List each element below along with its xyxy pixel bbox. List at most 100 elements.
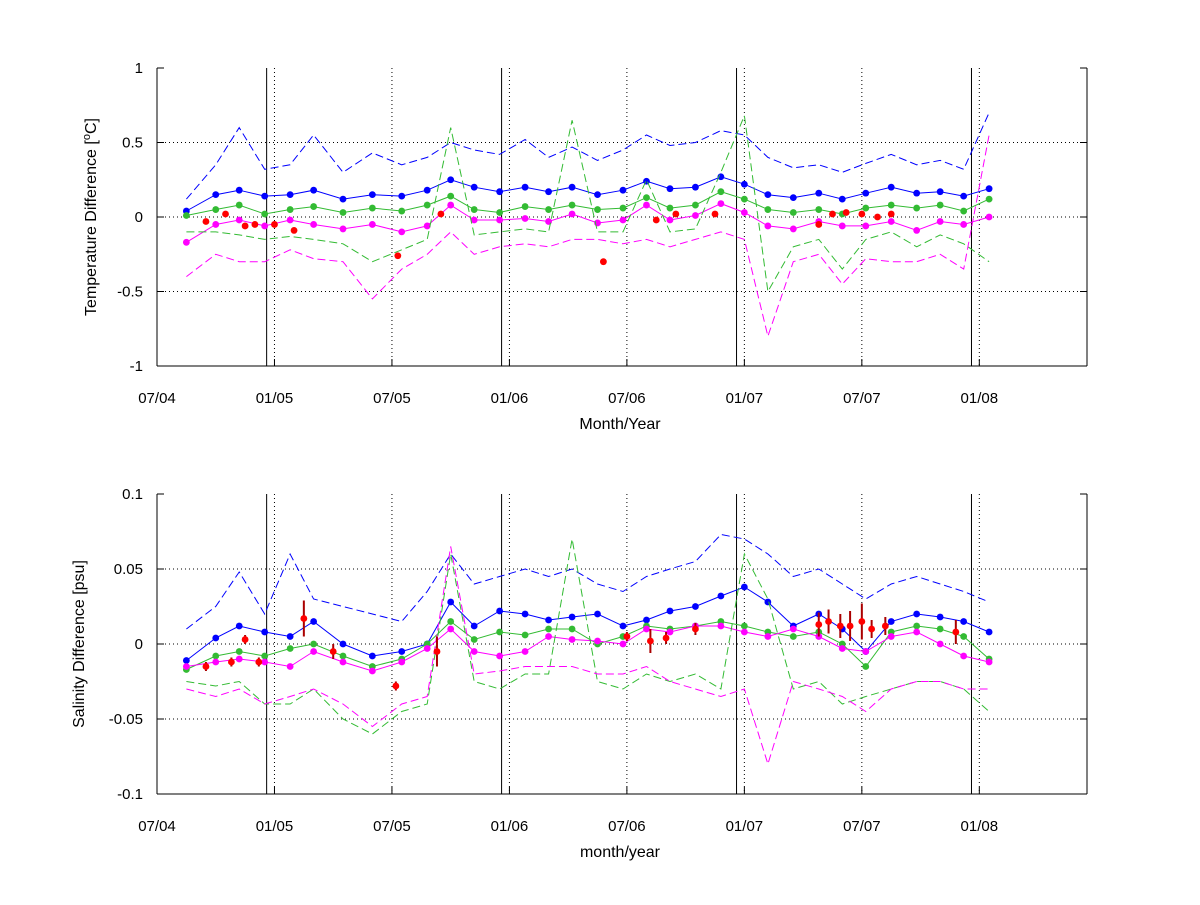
temperature-series-5 bbox=[186, 134, 990, 338]
temperature-data-point bbox=[842, 209, 850, 216]
temperature-data-point bbox=[398, 207, 406, 215]
temperature-data-point bbox=[789, 209, 797, 216]
salinity-data-point bbox=[789, 625, 797, 633]
salinity-data-point bbox=[398, 658, 406, 666]
salinity-data-point bbox=[936, 640, 944, 648]
salinity-y-tick-label: -0.1 bbox=[117, 786, 143, 803]
salinity-data-point bbox=[286, 645, 294, 652]
temperature-data-point bbox=[470, 206, 478, 213]
temperature-data-point bbox=[858, 210, 866, 218]
temperature-data-point bbox=[310, 221, 318, 228]
temperature-data-point bbox=[643, 194, 650, 202]
salinity-data-point bbox=[300, 615, 308, 622]
salinity-data-point bbox=[623, 633, 631, 640]
temperature-data-point bbox=[815, 221, 823, 228]
temperature-data-point bbox=[887, 218, 895, 225]
temperature-data-point bbox=[887, 210, 895, 218]
salinity-x-tick-label: 01/07 bbox=[726, 818, 764, 835]
temperature-data-point bbox=[521, 215, 529, 222]
salinity-data-point bbox=[913, 622, 921, 630]
temperature-data-point bbox=[437, 210, 445, 218]
salinity-y-tick-label: 0 bbox=[135, 636, 143, 653]
salinity-data-point bbox=[594, 637, 601, 645]
salinity-data-point bbox=[619, 622, 627, 630]
temperature-data-point bbox=[496, 216, 504, 224]
temperature-data-point bbox=[235, 201, 243, 209]
salinity-data-point bbox=[433, 648, 441, 655]
salinity-data-point bbox=[846, 622, 854, 630]
temperature-data-point bbox=[212, 191, 220, 199]
temperature-data-point bbox=[740, 209, 748, 216]
salinity-data-point bbox=[868, 625, 876, 633]
salinity-data-point bbox=[228, 658, 235, 666]
salinity-data-point bbox=[692, 625, 699, 633]
temperature-data-point bbox=[271, 221, 278, 228]
temperature-data-point bbox=[202, 218, 210, 225]
temperature-data-point bbox=[838, 195, 846, 203]
salinity-data-point bbox=[496, 607, 504, 615]
salinity-data-point bbox=[825, 618, 832, 625]
temperature-y-tick-label: 0 bbox=[135, 209, 143, 226]
salinity-y-tick-label: -0.05 bbox=[109, 711, 143, 728]
temperature-series-2 bbox=[182, 200, 993, 246]
salinity-data-point bbox=[740, 628, 748, 636]
temperature-data-point bbox=[862, 204, 870, 212]
temperature-data-point bbox=[286, 191, 294, 199]
temperature-data-point bbox=[182, 238, 190, 246]
salinity-data-point bbox=[568, 625, 576, 633]
temperature-x-tick-label: 01/06 bbox=[491, 390, 529, 407]
temperature-data-point bbox=[394, 252, 402, 260]
salinity-data-point bbox=[310, 640, 318, 648]
temperature-data-point bbox=[692, 201, 699, 209]
salinity-y-axis-label: Salinity Difference [psu] bbox=[71, 560, 88, 728]
temperature-data-point bbox=[261, 192, 269, 200]
salinity-data-point bbox=[339, 658, 347, 666]
salinity-data-point bbox=[255, 658, 263, 666]
salinity-data-point bbox=[740, 583, 748, 591]
temperature-data-point bbox=[764, 222, 772, 230]
salinity-data-point bbox=[545, 625, 552, 633]
temperature-data-point bbox=[568, 201, 576, 209]
temperature-data-point bbox=[643, 177, 650, 185]
temperature-y-tick-label: -1 bbox=[130, 358, 143, 375]
temperature-data-point bbox=[398, 192, 406, 200]
temperature-x-tick-label: 07/04 bbox=[138, 390, 176, 407]
temperature-data-point bbox=[310, 186, 318, 194]
temperature-y-tick-label: -0.5 bbox=[117, 284, 143, 301]
salinity-data-point bbox=[568, 613, 576, 621]
salinity-data-point bbox=[764, 598, 772, 606]
salinity-data-point bbox=[960, 652, 968, 660]
temperature-data-point bbox=[339, 195, 347, 203]
salinity-data-point bbox=[789, 633, 797, 640]
salinity-panel: Salinity Difference [psu] month/year 0.1… bbox=[71, 486, 1088, 861]
temperature-data-point bbox=[212, 206, 220, 213]
salinity-data-point bbox=[643, 616, 650, 624]
salinity-data-point bbox=[202, 663, 210, 670]
temperature-series-6 bbox=[202, 209, 895, 266]
salinity-data-point bbox=[936, 625, 944, 633]
temperature-data-point bbox=[447, 176, 455, 184]
salinity-x-tick-label: 07/07 bbox=[843, 818, 881, 835]
salinity-data-point bbox=[764, 633, 772, 640]
salinity-data-point bbox=[545, 616, 552, 624]
temperature-data-point bbox=[368, 204, 376, 212]
temperature-series-4 bbox=[186, 113, 990, 294]
temperature-data-point bbox=[290, 227, 298, 234]
temperature-data-point bbox=[251, 221, 259, 228]
temperature-series-line bbox=[186, 113, 990, 294]
temperature-data-point bbox=[496, 188, 504, 196]
salinity-data-point bbox=[496, 628, 504, 636]
temperature-data-point bbox=[985, 195, 993, 203]
salinity-data-point bbox=[960, 618, 968, 625]
temperature-data-point bbox=[286, 216, 294, 224]
temperature-data-point bbox=[470, 183, 478, 191]
temperature-data-point bbox=[666, 216, 674, 224]
temperature-x-tick-label: 07/06 bbox=[608, 390, 646, 407]
temperature-data-point bbox=[960, 221, 968, 228]
temperature-data-point bbox=[666, 204, 674, 212]
salinity-data-point bbox=[212, 634, 220, 642]
temperature-data-point bbox=[789, 194, 797, 202]
temperature-data-point bbox=[960, 207, 968, 215]
temperature-data-point bbox=[936, 201, 944, 209]
